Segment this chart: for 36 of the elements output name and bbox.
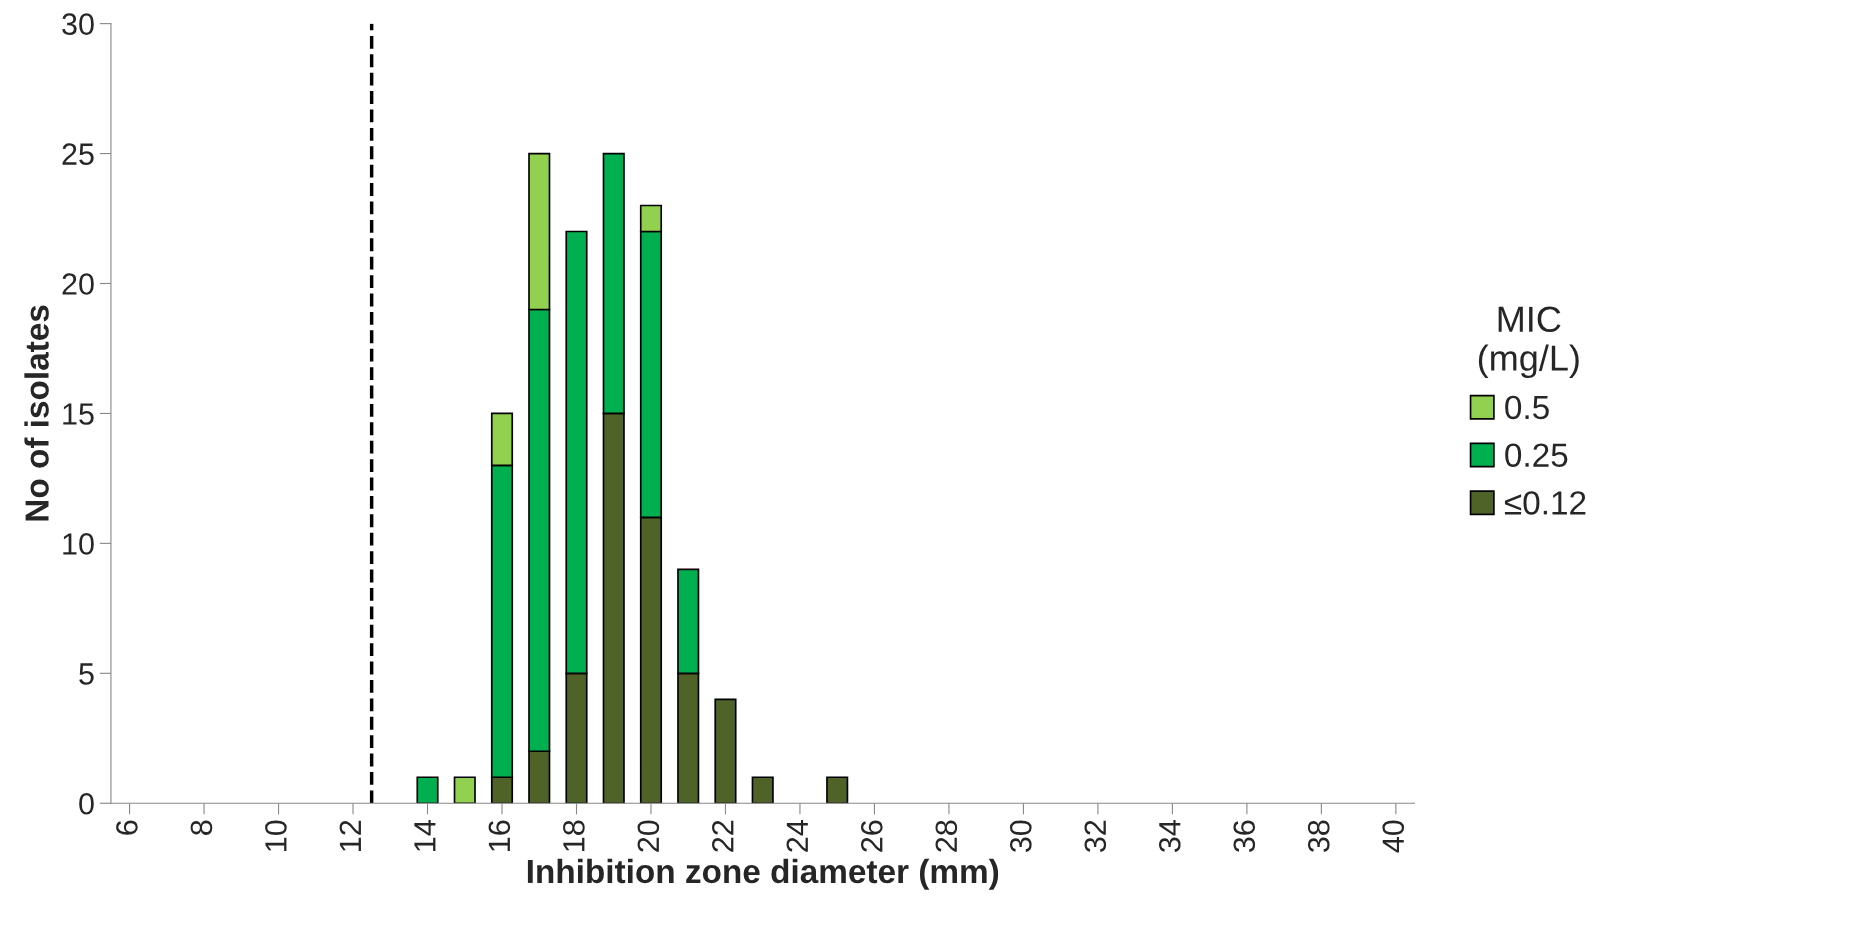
- x-tick-label: 20: [637, 820, 660, 852]
- x-tick-label: 24: [786, 820, 808, 852]
- x-tick-label: 18: [563, 820, 585, 851]
- y-tick-label: 25: [62, 143, 94, 165]
- legend-label: 0.25: [1505, 443, 1568, 467]
- bar: [453, 776, 476, 804]
- y-tick-label: 30: [62, 13, 94, 35]
- y-tick-label: 10: [63, 533, 94, 555]
- bar: [826, 776, 849, 804]
- x-tick-label: 6: [116, 820, 138, 835]
- x-tick-label: 36: [1233, 820, 1256, 853]
- x-tick-label: 28: [935, 820, 958, 852]
- x-tick-label: 38: [1307, 820, 1330, 853]
- x-tick-label: 12: [339, 820, 361, 851]
- x-axis-title: Inhibition zone diameter (mm): [527, 858, 999, 890]
- x-tick-label: 10: [265, 820, 287, 851]
- x-tick-label: 16: [488, 820, 511, 851]
- y-tick-label: 5: [79, 663, 94, 685]
- bar: [751, 776, 774, 804]
- bar: [714, 698, 737, 804]
- legend-title: MIC (mg/L): [1478, 306, 1579, 379]
- y-tick-label: 20: [62, 273, 94, 295]
- y-tick-label: 0: [79, 792, 94, 815]
- x-tick-label: 8: [190, 820, 213, 835]
- bar: [416, 776, 439, 804]
- legend-label: 0.5: [1505, 395, 1549, 420]
- y-tick-label: 15: [63, 403, 94, 425]
- x-tick-label: 22: [712, 820, 734, 852]
- x-tick-label: 34: [1158, 820, 1181, 853]
- x-tick-label: 14: [414, 820, 436, 851]
- legend-label: ≤0.12: [1504, 491, 1586, 515]
- x-tick-label: 40: [1382, 820, 1405, 853]
- y-axis-title: No of isolates: [24, 305, 49, 521]
- x-tick-label: 30: [1009, 820, 1032, 853]
- x-tick-label: 26: [861, 820, 883, 852]
- x-tick-label: 32: [1084, 820, 1107, 853]
